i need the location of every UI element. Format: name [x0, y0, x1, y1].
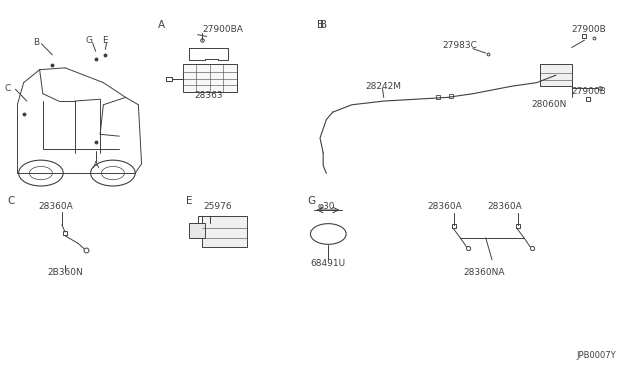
- Text: JPB0007Y: JPB0007Y: [577, 350, 616, 359]
- Text: 27983C: 27983C: [443, 41, 477, 50]
- Text: 28360A: 28360A: [38, 202, 73, 211]
- Text: 28242M: 28242M: [365, 82, 401, 91]
- Text: C: C: [8, 196, 15, 206]
- Text: A: A: [157, 20, 164, 31]
- Text: 25976: 25976: [204, 202, 232, 211]
- Text: A: A: [93, 161, 99, 170]
- Bar: [189, 223, 205, 238]
- Text: 28360NA: 28360NA: [463, 268, 505, 277]
- Text: 27900B: 27900B: [572, 87, 607, 96]
- Text: G: G: [86, 36, 93, 45]
- FancyBboxPatch shape: [183, 64, 237, 92]
- Text: φ30: φ30: [317, 202, 335, 211]
- Text: B: B: [33, 38, 40, 46]
- Bar: [540, 64, 572, 86]
- Text: 28363: 28363: [194, 91, 223, 100]
- Text: 68491U: 68491U: [311, 259, 346, 268]
- Text: 27900B: 27900B: [572, 25, 607, 33]
- Text: 2B360N: 2B360N: [47, 268, 83, 277]
- Text: 28060N: 28060N: [532, 100, 567, 109]
- Text: E: E: [102, 36, 108, 45]
- Text: 28360A: 28360A: [488, 202, 522, 211]
- Text: B: B: [320, 20, 327, 31]
- Text: 27900BA: 27900BA: [202, 25, 243, 33]
- Text: B: B: [317, 20, 324, 31]
- Text: E: E: [186, 196, 193, 206]
- Text: 28360A: 28360A: [427, 202, 461, 211]
- Text: G: G: [307, 196, 316, 206]
- FancyBboxPatch shape: [202, 215, 246, 247]
- Text: C: C: [4, 84, 11, 93]
